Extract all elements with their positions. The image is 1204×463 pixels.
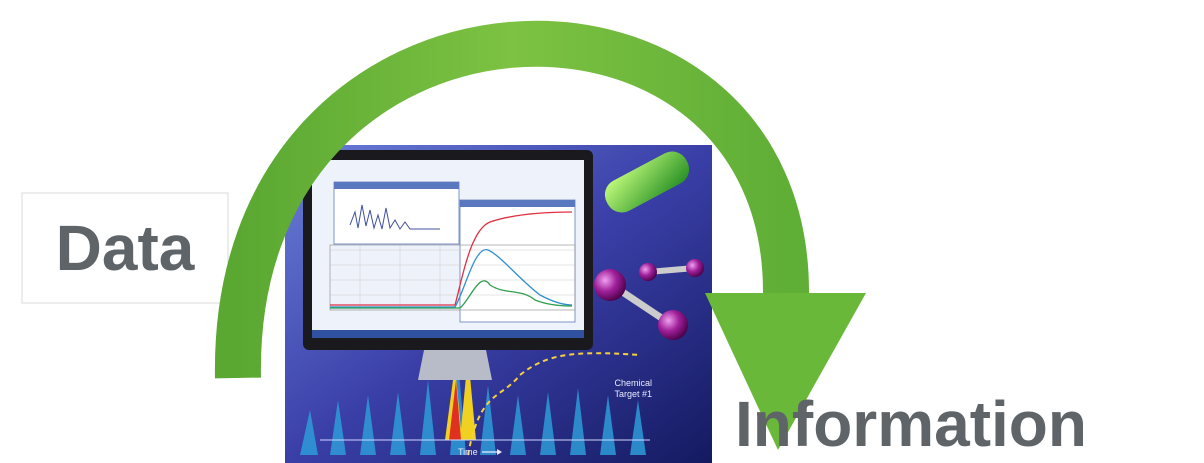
axis-label: Time	[458, 447, 478, 457]
diagram: Data Chemical Target #1 Time	[0, 0, 1204, 463]
information-label: Information	[735, 388, 1087, 460]
annotation: Target #1	[614, 389, 652, 399]
annotation: Chemical	[614, 378, 652, 388]
data-label: Data	[56, 212, 195, 284]
illustration: Chemical Target #1 Time	[285, 145, 712, 463]
